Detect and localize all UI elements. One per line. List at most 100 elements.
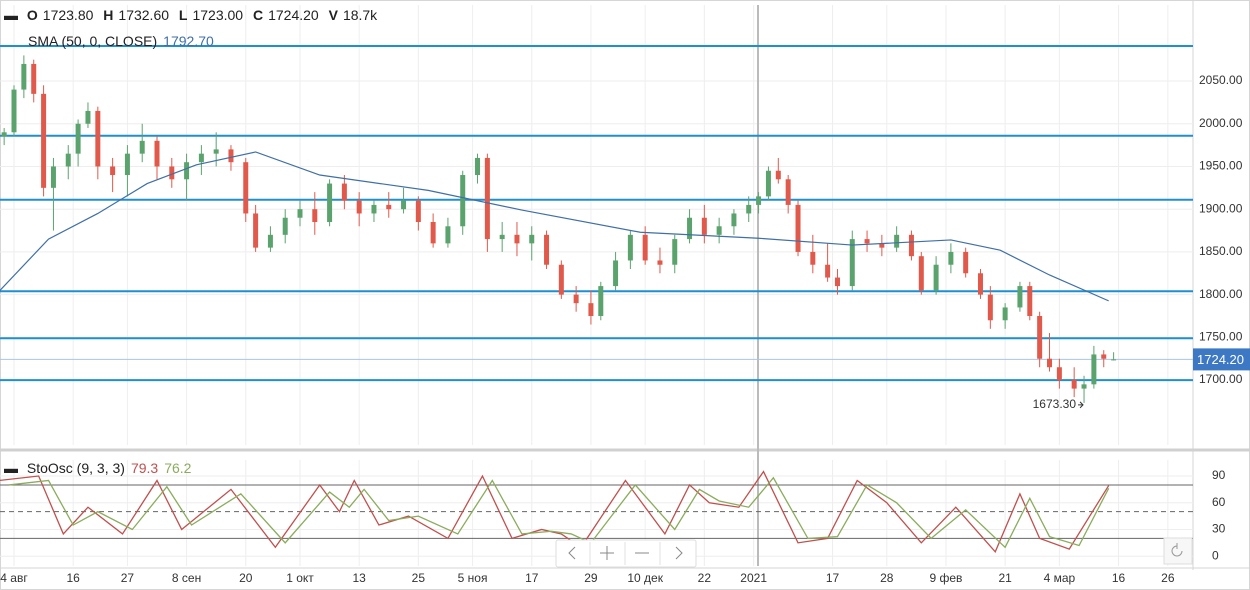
candle-body: [642, 234, 648, 261]
y-tick-label: 2050.00: [1199, 73, 1243, 87]
candle-body: [85, 110, 91, 124]
candle-body: [110, 166, 116, 176]
candle-body: [124, 153, 130, 176]
x-tick-label: 22: [698, 571, 712, 585]
ohlc-key: O: [26, 7, 38, 23]
candle-body: [756, 196, 762, 205]
candle-body: [701, 217, 707, 235]
candle-body: [785, 179, 791, 205]
candle-body: [1091, 354, 1097, 385]
stoch-k-last: 79.3: [130, 460, 159, 476]
x-tick-label: 1 окт: [286, 571, 314, 585]
x-tick-label: 27: [121, 571, 135, 585]
candle-body: [731, 213, 737, 227]
x-tick-label: 29: [584, 571, 598, 585]
nav-zoom-in[interactable]: [600, 546, 614, 560]
candle-body: [775, 170, 781, 180]
candle-body: [341, 183, 347, 201]
candle-body: [154, 140, 160, 167]
ohlc-value: 1724.20: [268, 7, 319, 23]
x-tick-label: 5 ноя: [458, 571, 488, 585]
nav-toolbar: [555, 539, 697, 568]
x-tick-label: 28: [880, 571, 894, 585]
price-tag: [1193, 348, 1250, 371]
candle-body: [1002, 307, 1008, 321]
candle-body: [588, 303, 594, 316]
y-tick-label: 90: [1212, 468, 1226, 482]
stoch-title: StoOsc (9, 3, 3): [26, 460, 125, 476]
candle-body: [672, 239, 678, 265]
candle-body: [386, 204, 392, 210]
candle-body: [213, 149, 219, 154]
candle-body: [864, 239, 870, 244]
candle-body: [834, 277, 840, 287]
candle-body: [529, 234, 535, 244]
ohlc-key: V: [328, 7, 338, 23]
x-tick-label: 9 фев: [929, 571, 962, 585]
candle-body: [253, 213, 259, 248]
x-tick-label: 21: [998, 571, 1012, 585]
stoch-d-last: 76.2: [164, 460, 192, 476]
candle-body: [75, 123, 81, 154]
candle-body: [415, 200, 421, 223]
x-tick-label: 17: [826, 571, 840, 585]
sma-legend: SMA (50, 0, CLOSE) 1792.70: [28, 33, 220, 49]
candle-body: [765, 170, 771, 197]
stoch-line: [0, 470, 1110, 553]
candle-body: [184, 162, 190, 180]
candle-body: [312, 209, 318, 223]
candle-body: [139, 140, 145, 154]
collapse-icon[interactable]: ▬: [4, 7, 18, 23]
candle-body: [948, 251, 954, 265]
candle-body: [401, 200, 407, 210]
candle-body: [65, 153, 71, 167]
candle-body: [50, 166, 56, 188]
ohlc-key: L: [178, 7, 188, 23]
candle-body: [1056, 367, 1062, 381]
price-tag-label: 1724.20: [1197, 352, 1244, 367]
candle-body: [1081, 384, 1087, 389]
candle-body: [908, 234, 914, 257]
y-tick-label: 1900.00: [1199, 201, 1243, 215]
candle-body: [894, 234, 900, 248]
ohlc-value: 1723.80: [42, 7, 94, 23]
candle-body: [198, 153, 204, 163]
y-tick-label: 1800.00: [1199, 287, 1243, 301]
y-tick-label: 1700.00: [1199, 372, 1243, 386]
ohlc-key: C: [252, 7, 264, 23]
candle-body: [849, 239, 855, 287]
x-tick-label: 25: [412, 571, 426, 585]
candle-body: [933, 264, 939, 291]
y-tick-label: 1750.00: [1199, 330, 1243, 344]
candle-body: [1047, 358, 1053, 368]
candle-body: [1017, 286, 1023, 308]
ohlc-value: 18.7k: [342, 7, 378, 23]
x-tick-label: 8 сен: [172, 571, 201, 585]
candle-body: [918, 256, 924, 291]
candle-body: [825, 264, 831, 278]
candle-body: [31, 63, 37, 94]
x-tick-label: 16: [66, 571, 80, 585]
candle-body: [514, 234, 520, 244]
candle-body: [356, 200, 362, 214]
nav-right[interactable]: [675, 546, 683, 560]
candle-body: [21, 63, 27, 90]
x-tick-label: 2021: [740, 571, 767, 585]
candle-body: [1037, 315, 1043, 359]
candle-body: [544, 234, 550, 265]
candle-body: [460, 175, 466, 227]
candle-body: [627, 234, 633, 261]
nav-left[interactable]: [568, 546, 576, 560]
stoch-legend: ▬ StoOsc (9, 3, 3) 79.3 76.2: [4, 460, 197, 476]
candle-body: [573, 294, 579, 304]
sma-line: [0, 151, 1109, 302]
candle-body: [475, 157, 481, 176]
reset-button[interactable]: [1163, 537, 1193, 565]
candle-body: [371, 204, 377, 214]
candle-body: [1027, 286, 1033, 316]
candle-body: [484, 157, 490, 240]
collapse-icon[interactable]: ▬: [4, 460, 18, 476]
candle-body: [297, 209, 303, 218]
reset-icon[interactable]: [1171, 543, 1183, 557]
